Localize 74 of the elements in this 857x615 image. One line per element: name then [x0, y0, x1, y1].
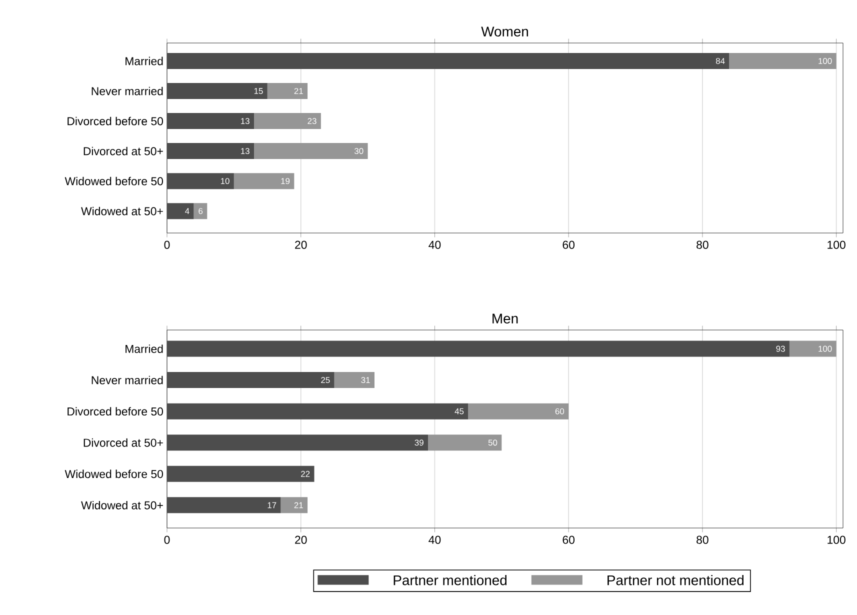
- data-label: 84: [716, 58, 725, 64]
- bar: [334, 372, 374, 388]
- annotation: 21: [294, 502, 303, 508]
- annotation: 50: [488, 440, 498, 446]
- data-label: 93: [776, 346, 785, 352]
- x-tick-label: 40: [428, 536, 441, 544]
- y-tick-label: Divorced before 50: [68, 407, 164, 416]
- data-label: 45: [454, 408, 464, 414]
- bar: [254, 143, 368, 160]
- annotation: 60: [555, 408, 564, 414]
- bar: [167, 434, 428, 451]
- bar: [234, 173, 294, 190]
- chart-title: Women: [481, 26, 528, 36]
- annotation: 100: [818, 58, 832, 64]
- bar: [167, 53, 730, 70]
- bar: [167, 340, 790, 357]
- annotation: 21: [294, 88, 303, 94]
- x-tick-label: 60: [562, 240, 575, 249]
- legend-label: Partner mentioned: [394, 574, 506, 586]
- y-tick-label: Married: [126, 56, 163, 66]
- annotation: 6: [198, 208, 203, 214]
- data-label: 25: [321, 377, 330, 384]
- bar: [167, 143, 254, 160]
- chart-title: Men: [492, 314, 518, 324]
- y-tick-label: Married: [126, 344, 163, 353]
- annotation: 23: [308, 118, 316, 124]
- bar: [167, 203, 194, 220]
- data-label: 4: [185, 208, 190, 214]
- y-tick-label: Never married: [92, 376, 163, 384]
- x-tick-label: 80: [696, 536, 708, 544]
- x-tick-label: 100: [828, 240, 846, 249]
- y-tick-label: Never married: [92, 86, 163, 96]
- legend-label: Partner not mentioned: [608, 574, 744, 586]
- x-tick-label: 0: [164, 536, 170, 544]
- y-tick-label: Widowed before 50: [64, 470, 164, 478]
- y-tick-label: Widowed at 50+: [81, 500, 163, 510]
- data-label: 13: [241, 148, 250, 154]
- data-label: 10: [220, 178, 230, 184]
- x-tick-label: 40: [428, 240, 441, 249]
- bar: [167, 372, 334, 388]
- bar: [468, 403, 569, 420]
- bar: [280, 497, 308, 514]
- data-label: 15: [254, 88, 263, 94]
- y-tick-label: Widowed at 50+: [81, 206, 163, 216]
- y-tick-label: Divorced at 50+: [84, 438, 163, 447]
- annotation: 19: [281, 178, 290, 184]
- bar: [167, 497, 281, 514]
- data-label: 39: [414, 440, 424, 446]
- x-tick-label: 60: [562, 536, 575, 544]
- x-tick-label: 0: [164, 240, 170, 249]
- bar: [428, 434, 502, 451]
- y-tick-label: Divorced at 50+: [84, 146, 163, 156]
- y-tick-label: Widowed before 50: [64, 176, 164, 186]
- annotation: 31: [361, 377, 370, 384]
- x-tick-label: 100: [828, 536, 846, 544]
- bar: [167, 466, 314, 482]
- bar: [167, 113, 254, 130]
- bar: [254, 113, 321, 130]
- data-label: 17: [268, 502, 276, 508]
- data-label: 13: [241, 118, 250, 124]
- y-tick-label: Divorced before 50: [68, 116, 164, 126]
- bar: [167, 173, 234, 190]
- bar: [789, 340, 836, 357]
- bar: [167, 403, 468, 420]
- annotation: 30: [354, 148, 364, 154]
- x-tick-label: 20: [295, 240, 307, 249]
- x-tick-label: 20: [295, 536, 307, 544]
- data-label: 22: [301, 470, 310, 477]
- bar: [167, 83, 268, 100]
- bar: [267, 83, 308, 100]
- annotation: 100: [818, 346, 832, 352]
- x-tick-label: 80: [696, 240, 708, 249]
- bar: [729, 53, 836, 70]
- bar: [194, 203, 208, 220]
